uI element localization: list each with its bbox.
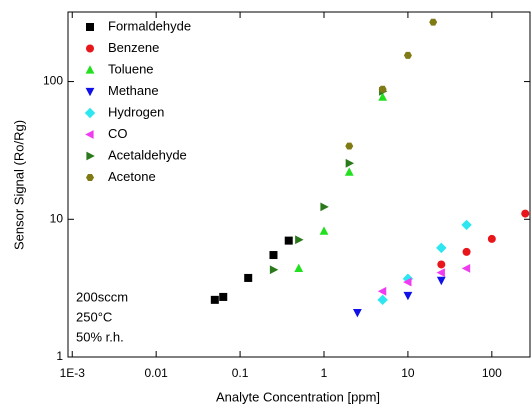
data-point xyxy=(219,292,228,301)
x-tick-label: 0.1 xyxy=(232,366,249,380)
legend-label: Hydrogen xyxy=(108,104,164,119)
data-point xyxy=(436,242,447,254)
legend-marker xyxy=(86,151,95,161)
legend-label: CO xyxy=(108,126,128,141)
legend-marker xyxy=(86,44,94,53)
data-point xyxy=(294,263,304,272)
x-tick-label: 1E-3 xyxy=(60,366,86,380)
data-point xyxy=(429,18,438,26)
annotation: 50% r.h. xyxy=(76,329,124,344)
data-point xyxy=(437,260,446,269)
data-point xyxy=(436,276,446,286)
legend-marker xyxy=(85,130,94,139)
legend-label: Benzene xyxy=(108,40,159,55)
data-point xyxy=(487,234,496,243)
x-tick-label: 0.01 xyxy=(144,366,168,380)
data-point xyxy=(403,51,412,59)
data-point xyxy=(378,85,387,93)
legend-label: Methane xyxy=(108,83,159,98)
data-point xyxy=(284,236,293,245)
legend-marker xyxy=(85,65,95,74)
legend-label: Acetone xyxy=(108,169,156,184)
data-point xyxy=(436,268,445,278)
y-tick-label: 100 xyxy=(43,74,63,88)
data-point xyxy=(403,291,413,301)
legend-label: Formaldehyde xyxy=(108,18,191,33)
data-point xyxy=(378,92,388,101)
legend-marker xyxy=(84,107,96,119)
x-tick-label: 1 xyxy=(321,366,328,380)
annotation: 250°C xyxy=(76,309,112,324)
legend-marker xyxy=(86,174,94,181)
y-tick-label: 10 xyxy=(50,211,64,225)
data-point xyxy=(521,209,530,218)
x-tick-label: 10 xyxy=(401,366,415,380)
legend-label: Toluene xyxy=(108,61,154,76)
data-point xyxy=(269,265,279,275)
legend-marker xyxy=(86,23,94,31)
data-point xyxy=(403,277,412,287)
plot-frame xyxy=(67,11,531,358)
data-point xyxy=(352,309,362,318)
data-point xyxy=(210,295,219,304)
data-point xyxy=(377,294,388,306)
data-point xyxy=(345,142,354,150)
y-axis-label: Sensor Signal (Ro/Rg) xyxy=(11,120,26,250)
legend-marker xyxy=(85,87,95,97)
data-point xyxy=(319,226,329,235)
data-point xyxy=(461,263,471,273)
data-point xyxy=(244,273,253,282)
x-tick-label: 100 xyxy=(482,366,502,380)
legend-label: Acetaldehyde xyxy=(108,147,187,162)
data-point xyxy=(461,219,472,231)
data-point xyxy=(269,251,278,260)
data-point xyxy=(295,235,304,245)
data-point xyxy=(377,286,387,296)
y-tick-label: 1 xyxy=(56,349,63,363)
data-point xyxy=(462,247,471,256)
data-point xyxy=(320,202,329,212)
x-axis-label: Analyte Concentration [ppm] xyxy=(216,389,380,404)
annotation: 200sccm xyxy=(76,289,128,304)
data-point xyxy=(344,167,354,176)
data-point xyxy=(345,158,355,168)
